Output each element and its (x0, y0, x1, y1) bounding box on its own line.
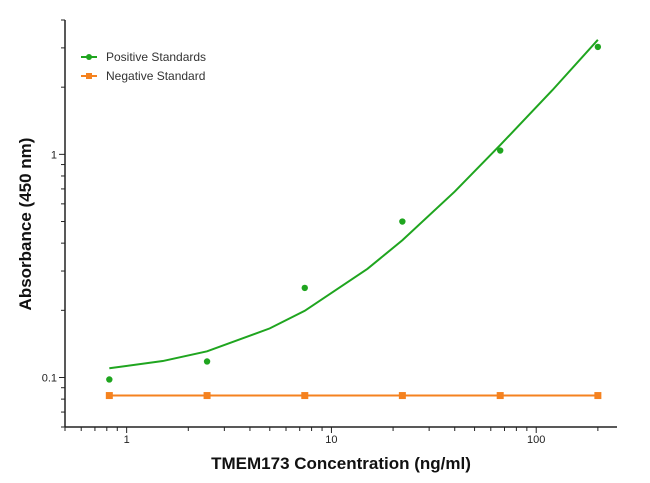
data-point (203, 392, 211, 400)
data-point (399, 218, 406, 225)
x-axis-title: TMEM173 Concentration (ng/ml) (211, 454, 471, 473)
legend-label: Positive Standards (106, 50, 206, 64)
data-point (398, 392, 406, 400)
data-point (203, 358, 211, 365)
legend-label: Negative Standard (106, 69, 205, 83)
data-point (106, 376, 113, 383)
legend: Positive Standards Negative Standard (81, 50, 206, 83)
y-tick-label: 0.1 (42, 372, 57, 384)
y-tick-label: 1 (51, 149, 57, 161)
x-tick-label: 100 (527, 434, 545, 446)
data-point (594, 392, 602, 400)
legend-item: Positive Standards (81, 50, 206, 64)
x-tick-label: 10 (325, 434, 337, 446)
data-point (105, 392, 113, 400)
y-axis-title: Absorbance (450 nm) (16, 138, 35, 311)
series-negative-standard (105, 392, 602, 400)
legend-marker-circle (86, 54, 92, 60)
legend-item: Negative Standard (81, 69, 205, 83)
data-point (496, 392, 504, 400)
series-positive-standards (106, 39, 602, 383)
data-point (497, 147, 504, 154)
data-point (301, 392, 309, 400)
data-point (301, 284, 308, 292)
data-point (594, 43, 602, 51)
axes: 1 10 100 0.1 1 (42, 19, 617, 446)
fit-curve (109, 39, 599, 370)
legend-marker-square (86, 73, 92, 79)
x-tick-label: 1 (124, 434, 130, 446)
plot-area (105, 39, 602, 400)
